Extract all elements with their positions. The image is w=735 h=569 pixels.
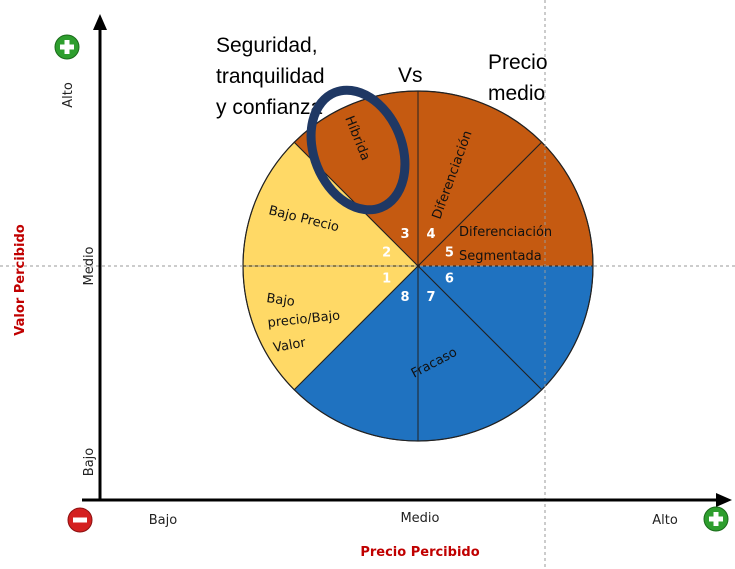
segment-number: 8 (400, 290, 409, 305)
segment-number: 5 (445, 245, 454, 260)
segment-number: 4 (426, 227, 435, 242)
y-axis-label: Alto (61, 82, 76, 108)
segment-label: Bajo (265, 291, 295, 310)
x-axis-label: Medio (400, 511, 439, 526)
segment-number: 1 (382, 272, 391, 287)
annotation: y confianza (216, 96, 323, 119)
y-axis-title: Valor Percibido (13, 224, 28, 335)
minus-icon (67, 507, 93, 533)
segment-label: Valor (272, 335, 308, 356)
x-arrow (716, 493, 732, 507)
segment-number: 3 (400, 227, 409, 242)
annotation: Seguridad, (216, 34, 318, 57)
segment-number: 6 (445, 272, 454, 287)
annotation: Vs (398, 64, 423, 87)
sectors (242, 90, 594, 442)
segment-number: 7 (426, 290, 435, 305)
annotation: Precio (488, 51, 548, 74)
plus-icon (703, 506, 729, 532)
segment-number: 2 (382, 245, 391, 260)
x-axis-title: Precio Percibido (360, 545, 479, 560)
x-axis-label: Alto (652, 513, 678, 528)
segment-label: Segmentada (459, 249, 542, 264)
plus-icon (54, 34, 80, 60)
segment-label: Diferenciación (459, 225, 552, 240)
segment-numbers: 1 23 45 67 8 (382, 227, 454, 305)
x-axis-label: Bajo (149, 513, 177, 528)
y-arrow (93, 14, 107, 30)
y-axis-label: Bajo (82, 448, 97, 476)
highlight-ellipse (306, 85, 410, 215)
annotation: medio (488, 82, 545, 105)
annotation: tranquilidad (216, 65, 325, 88)
y-axis-label: Medio (82, 246, 97, 285)
